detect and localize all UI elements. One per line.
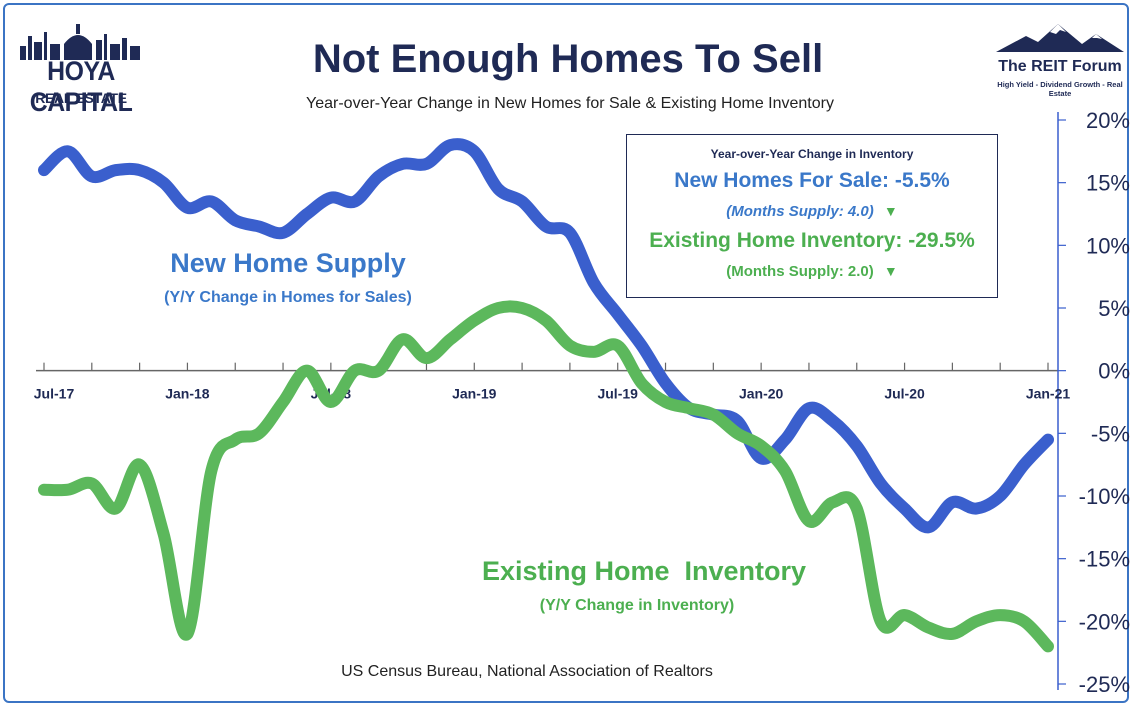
chart-subtitle: Year-over-Year Change in New Homes for S… [306,95,834,112]
y-tick-label: -10% [1079,484,1130,509]
reit-logo-main: The REIT Forum [998,58,1122,75]
x-tick-label: Jan-21 [1026,386,1071,402]
source-note: US Census Bureau, National Association o… [341,663,713,680]
skyline-icon [20,24,140,60]
y-tick-label: -5% [1091,421,1130,446]
hoya-capital-logo: HOYA CAPITAL REAL ESTATE [16,22,146,118]
existing-home-label: Existing Home Inventory [482,556,806,586]
legend-new-homes: New Homes For Sale: -5.5% [674,169,950,192]
chart-title: Not Enough Homes To Sell [313,37,823,81]
legend-existing-supply: (Months Supply: 2.0) [726,263,874,280]
x-tick-label: Jul-20 [884,386,925,402]
x-tick-label: Jul-17 [34,386,75,402]
x-tick-label: Jan-19 [452,386,497,402]
y-tick-label: -25% [1079,672,1130,697]
new-home-label: New Home Supply [170,248,406,278]
down-arrow-icon: ▼ [883,203,898,219]
down-arrow-icon: ▼ [883,263,898,279]
hoya-logo-main: HOYA CAPITAL [29,56,133,117]
mountain-icon [996,24,1124,52]
legend-existing: Existing Home Inventory: -29.5% [649,229,975,252]
reit-logo-sub: High Yield - Dividend Growth - Real Esta… [997,80,1123,98]
legend-new-supply-row: (Months Supply: 4.0) ▼ [627,203,997,220]
y-tick-label: -20% [1079,609,1130,634]
x-tick-label: Jan-18 [165,386,210,402]
series-layer [38,138,1054,653]
existing-home-sublabel: (Y/Y Change in Inventory) [540,597,734,614]
x-tick-label: Jul-19 [597,386,638,402]
chart-frame [3,3,1129,703]
y-tick-label: 5% [1098,296,1130,321]
y-tick-label: 20% [1086,108,1130,133]
x-tick-label: Jan-20 [739,386,784,402]
legend-new-supply: (Months Supply: 4.0) [726,203,874,220]
hoya-logo-sub: REAL ESTATE [35,90,127,106]
legend-existing-supply-row: (Months Supply: 2.0) ▼ [627,263,997,280]
series-line-existing-home-inventory [38,300,1054,653]
legend-heading: Year-over-Year Change in Inventory [710,147,914,161]
y-tick-label: 10% [1086,233,1130,258]
y-tick-label: 15% [1086,171,1130,196]
reit-forum-logo: The REIT Forum High Yield - Dividend Gro… [986,18,1134,98]
legend-box: Year-over-Year Change in Inventory New H… [626,134,998,298]
axes: Jul-17 Jan-18 Jul-18 Jan-19 Jul-19 Jan-20 Jul-… [34,108,1130,697]
y-tick-label: 0% [1098,359,1130,384]
series-line-new-home-supply [38,138,1054,534]
new-home-sublabel: (Y/Y Change in Homes for Sales) [164,289,412,306]
y-tick-label: -15% [1079,547,1130,572]
